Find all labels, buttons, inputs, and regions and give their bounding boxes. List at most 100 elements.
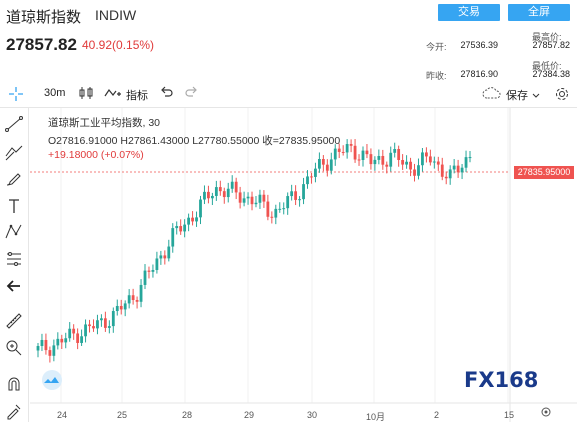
candle-body (349, 144, 353, 146)
candle-body (258, 194, 262, 203)
instrument-title: 道琼斯指数 (6, 9, 82, 26)
save-button[interactable]: 保存 (506, 90, 528, 102)
candle-body (274, 208, 278, 218)
candle-body (163, 255, 167, 259)
candle-body (135, 300, 139, 302)
candle-body (195, 217, 198, 222)
candle-body (306, 176, 309, 185)
prev-close-value: 27816.90 (460, 69, 498, 79)
candle-body (111, 311, 115, 327)
candle-body (448, 169, 452, 179)
high-label: 最高价: (532, 32, 562, 42)
high-value: 27857.82 (532, 40, 570, 50)
candle-body (357, 159, 361, 161)
chart-grid (60, 108, 509, 403)
candle-body (456, 165, 460, 173)
candle-body (100, 318, 103, 321)
candle-body (92, 326, 95, 329)
last-price: 27857.82 (6, 35, 77, 54)
candle-body (175, 226, 179, 229)
candle-body (242, 198, 246, 203)
text-tool-icon[interactable] (4, 196, 24, 216)
candle-body (381, 155, 385, 165)
candle-body (389, 152, 393, 167)
cloud-save-icon[interactable] (482, 86, 502, 103)
magnet-icon[interactable] (4, 374, 24, 394)
candle-body (266, 201, 270, 217)
candle-body (310, 176, 313, 178)
price-chart[interactable] (30, 108, 577, 422)
candle-body (218, 187, 222, 192)
candle-body (36, 346, 40, 351)
candle-body (270, 216, 274, 218)
redo-icon[interactable] (184, 85, 198, 104)
candle-body (191, 217, 194, 222)
candle-body (214, 187, 218, 196)
axis-settings-icon[interactable] (541, 407, 551, 417)
candle-body (321, 158, 325, 165)
brush-icon[interactable] (4, 169, 24, 189)
legend-change: +19.18000 (+0.07%) (48, 149, 144, 161)
fullscreen-button[interactable]: 全屏 (508, 4, 570, 21)
candle-body (131, 295, 135, 301)
candle-body (96, 320, 99, 329)
trend-line-icon[interactable] (4, 114, 24, 134)
candle-body (139, 284, 143, 302)
candle-body (282, 208, 286, 210)
candle-body (464, 157, 468, 168)
zoom-in-icon[interactable] (4, 338, 24, 358)
pattern-tool-icon[interactable] (4, 222, 24, 242)
candle-body (286, 196, 290, 209)
candle-body (187, 217, 191, 225)
save-dropdown-icon[interactable] (532, 90, 540, 102)
candle-body (147, 270, 151, 272)
candle-body (337, 148, 341, 152)
drawing-toolbar (0, 108, 29, 422)
lock-drawing-icon[interactable] (4, 401, 24, 421)
prediction-tool-icon[interactable] (4, 249, 24, 269)
candle-body (107, 326, 111, 328)
candlestick-chart[interactable] (30, 108, 577, 422)
trade-button[interactable]: 交易 (438, 4, 500, 21)
low-value: 27384.38 (532, 69, 570, 79)
candle-body (353, 145, 357, 160)
low-label: 最低价: (532, 61, 562, 71)
x-tick: 15 (504, 410, 515, 420)
candle-type-icon[interactable] (78, 85, 94, 104)
fib-tool-icon[interactable] (4, 142, 24, 162)
candle-body (210, 195, 214, 199)
candle-body (345, 144, 349, 153)
quote-header: 道琼斯指数 INDIW 交易 全屏 27857.82 40.92(0.15%) … (0, 0, 577, 82)
settings-icon[interactable] (554, 86, 570, 105)
candle-body (317, 158, 321, 169)
interval-select[interactable]: 30m (44, 87, 66, 99)
candle-body (428, 156, 432, 163)
candle-body (421, 152, 424, 166)
candles (36, 139, 472, 363)
candle-body (64, 338, 68, 343)
chart-watermark-icon[interactable] (42, 370, 62, 390)
candle-body (48, 350, 52, 356)
candle-body (76, 333, 80, 343)
indicators-button[interactable]: 指标 (126, 90, 148, 102)
back-arrow-icon[interactable] (4, 276, 24, 296)
candle-body (207, 191, 210, 199)
candle-body (333, 148, 337, 160)
candle-body (417, 165, 420, 176)
prev-close-label: 昨收: (426, 71, 447, 81)
candle-body (468, 157, 472, 159)
candle-body (127, 295, 131, 304)
candle-body (278, 208, 282, 210)
indicators-icon[interactable] (104, 85, 122, 104)
candle-body (397, 149, 401, 161)
undo-icon[interactable] (160, 85, 174, 104)
candle-body (393, 149, 397, 153)
candle-body (52, 345, 56, 356)
crosshair-icon[interactable] (8, 86, 24, 105)
candle-body (234, 181, 238, 193)
candle-body (444, 176, 448, 179)
candle-body (171, 228, 175, 247)
candle-body (68, 328, 72, 339)
ruler-icon[interactable] (4, 311, 24, 331)
brand-logo: FX168 (464, 368, 539, 392)
